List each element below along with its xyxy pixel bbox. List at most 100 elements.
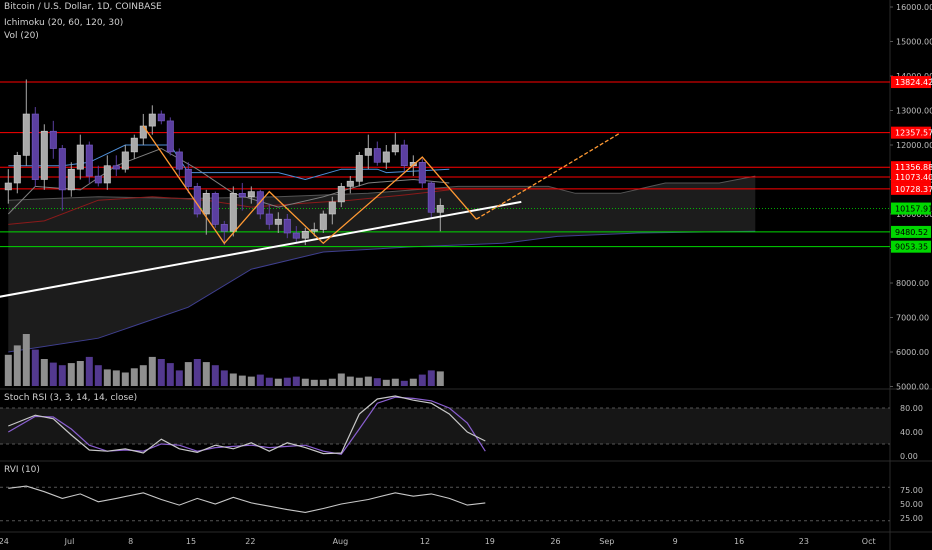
price-level-badge (891, 126, 931, 139)
candle-body (139, 125, 147, 139)
time-tick-label: 16 (734, 537, 744, 546)
stoch-tick-label: 80.00 (900, 404, 923, 413)
volume-bar (67, 363, 75, 386)
candle-body (346, 180, 354, 187)
time-axis[interactable]: 24 Jul 8 15 22 Aug 12 19 26 Sep 9 16 23 Oct (0, 537, 876, 546)
candle-body (166, 120, 174, 153)
volume-bar (427, 370, 435, 386)
kijun-line (8, 144, 450, 181)
volume-bar (364, 376, 372, 386)
candle-body (148, 113, 156, 127)
candle-body (355, 155, 363, 182)
price-tick-label: 5000.00 (896, 383, 929, 392)
volume-bar (256, 374, 264, 386)
volume-bar (319, 379, 327, 386)
lagging-span-line (8, 189, 450, 225)
candle-body (364, 148, 372, 156)
volume-bar (4, 354, 12, 386)
volume-bar (265, 377, 273, 386)
stoch-rsi-legend[interactable]: Stoch RSI (3, 3, 14, 14, close) (4, 393, 138, 403)
volume-bar (373, 378, 381, 386)
candle-body (337, 186, 345, 203)
volume-bar (58, 365, 66, 386)
volume-bar (436, 371, 444, 386)
price-level-badge (891, 240, 931, 253)
volume-bar (76, 361, 84, 386)
time-tick-label: 12 (420, 537, 430, 546)
candle-body (94, 175, 102, 184)
price-level-badge (891, 225, 931, 238)
candle-body (229, 193, 237, 232)
candle-body (292, 232, 300, 239)
time-tick-label: 8 (128, 537, 133, 546)
volume-bar (211, 365, 219, 386)
time-tick-label: Jul (64, 537, 75, 546)
volume-bar (247, 376, 255, 386)
volume-bar (292, 376, 300, 386)
user-drawings[interactable] (0, 125, 621, 298)
volume-bar (355, 377, 363, 386)
support-trendline (0, 200, 522, 298)
volume-bar (274, 378, 282, 386)
volume-bar (94, 365, 102, 386)
ichimoku-legend[interactable]: Ichimoku (20, 60, 120, 30) (4, 18, 124, 28)
volume-bar (31, 349, 39, 386)
volume-bar (328, 378, 336, 386)
volume-bar (13, 345, 21, 386)
volume-bar (193, 359, 201, 386)
candle-body (76, 144, 84, 170)
volume-bar (202, 362, 210, 386)
candle-body (283, 218, 291, 234)
candle-body (211, 193, 219, 225)
stoch-tick-label: 0.00 (900, 452, 918, 461)
candlesticks (4, 79, 444, 246)
candle-body (175, 151, 183, 170)
volume-bar (121, 372, 129, 386)
price-level-label: 9053.35 (895, 243, 928, 252)
stoch-rsi-pane: 80.00 40.00 0.00 (0, 395, 923, 461)
candle-body (310, 229, 318, 232)
stoch-band (0, 408, 890, 444)
volume-bar (157, 359, 165, 386)
price-level-badge (891, 170, 931, 183)
volume-bar (49, 362, 57, 386)
volume-legend[interactable]: Vol (20) (4, 31, 39, 41)
time-tick-label: 24 (0, 537, 9, 546)
volume-bar (301, 378, 309, 386)
candle-body (265, 213, 273, 225)
pattern-line (142, 125, 477, 245)
price-tick-label: 15000.00 (896, 38, 932, 47)
volume-bar (166, 363, 174, 386)
volume-bar (382, 379, 390, 386)
candle-body (202, 193, 210, 215)
candle-body (247, 191, 255, 198)
cloud-bottom-line (8, 230, 756, 353)
candle-body (238, 193, 246, 198)
chart-title: Bitcoin / U.S. Dollar, 1D, COINBASE (4, 2, 162, 12)
price-level-label: 13824.42 (895, 78, 932, 87)
volume-bar (229, 373, 237, 386)
volume-bar (310, 379, 318, 386)
price-level-badge (891, 202, 931, 215)
candle-body (319, 213, 327, 230)
volume-bar (391, 378, 399, 386)
volume-bar (130, 368, 138, 386)
price-level-label: 10157.91 (895, 205, 932, 214)
candle-body (328, 201, 336, 215)
volume-bar (400, 380, 408, 386)
price-tick-label: 13000.00 (896, 107, 932, 116)
price-tick-label: 8000.00 (896, 279, 929, 288)
horizontal-levels[interactable] (0, 81, 890, 248)
rvi-pane: 75.00 50.00 25.00 (0, 485, 923, 523)
volume-bar (418, 374, 426, 386)
price-level-badge (891, 182, 931, 195)
candle-body (391, 144, 399, 153)
price-axis[interactable]: 16000.0015000.0014000.0013000.0012000.00… (890, 3, 932, 392)
price-level-label: 11356.88 (895, 163, 932, 172)
price-level-label: 9480.52 (895, 228, 928, 237)
candle-body (427, 182, 435, 213)
stoch-d-line (7, 396, 486, 455)
rvi-legend[interactable]: RVI (10) (4, 465, 40, 475)
